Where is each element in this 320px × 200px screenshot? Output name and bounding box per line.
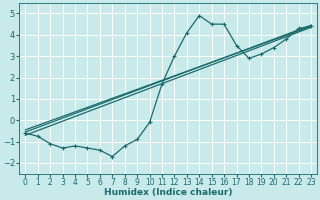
- X-axis label: Humidex (Indice chaleur): Humidex (Indice chaleur): [104, 188, 232, 197]
